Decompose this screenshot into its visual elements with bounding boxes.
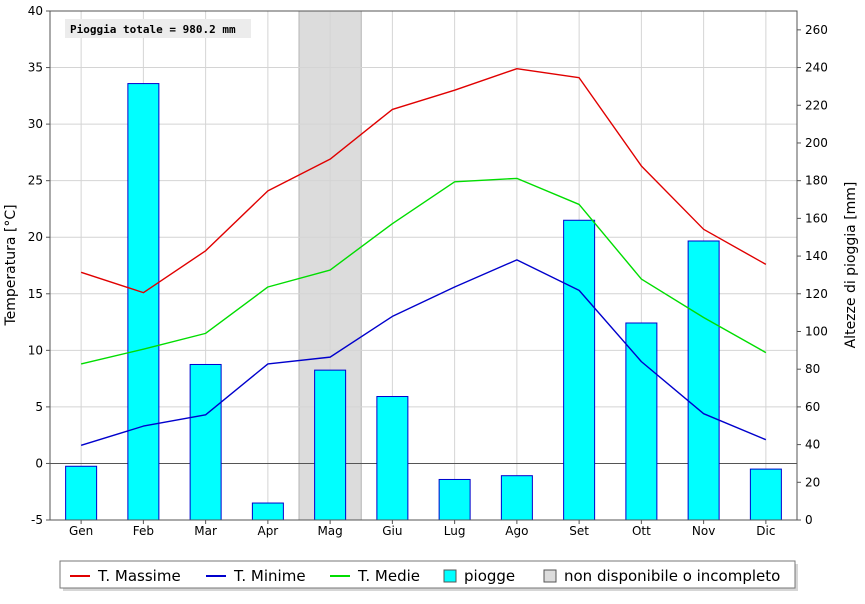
series-line	[80, 67, 767, 294]
y-tick-label-left: -5	[31, 513, 43, 527]
rain-bar	[500, 475, 533, 521]
rain-bar	[314, 369, 347, 521]
x-tick-label: Giu	[382, 524, 402, 538]
plot-frame	[49, 10, 798, 521]
y-tick-label-right: 240	[805, 61, 828, 75]
x-tick-label: Mar	[194, 524, 217, 538]
y-tick-label-left: 40	[28, 4, 43, 18]
y-tick-label-left: 5	[35, 400, 43, 414]
x-tick-label: Apr	[257, 524, 278, 538]
series-line	[80, 177, 767, 365]
y-axis-left-label: Temperatura [°C]	[3, 204, 19, 326]
x-tick-label: Mag	[317, 524, 342, 538]
legend-label: piogge	[464, 567, 515, 585]
legend-box-swatch	[543, 569, 557, 583]
x-tick-label: Ago	[505, 524, 528, 538]
y-tick-label-left: 30	[28, 117, 43, 131]
y-tick-label-right: 140	[805, 249, 828, 263]
x-tick-label: Ott	[632, 524, 651, 538]
legend: T. Massime T. Minime T. Medie piogge non dis…	[59, 560, 798, 591]
y-tick-label-left: 0	[35, 456, 43, 470]
y-tick-label-right: 0	[805, 513, 813, 527]
y-tick-label-right: 100	[805, 324, 828, 338]
y-tick-label-right: 200	[805, 136, 828, 150]
legend-label: T. Massime	[97, 567, 181, 585]
y-tick-label-right: 180	[805, 174, 828, 188]
x-tick-label: Set	[569, 524, 589, 538]
legend-label: non disponibile o incompleto	[564, 567, 780, 585]
series-line	[80, 259, 767, 447]
y-tick-label-left: 15	[28, 287, 43, 301]
y-tick-label-right: 80	[805, 362, 820, 376]
y-tick-label-right: 20	[805, 475, 820, 489]
rain-bar	[625, 322, 658, 521]
y-tick-label-right: 160	[805, 211, 828, 225]
rain-bar	[376, 396, 409, 521]
y-tick-label-right: 220	[805, 98, 828, 112]
legend-label: T. Medie	[357, 567, 420, 585]
x-tick-label: Nov	[692, 524, 715, 538]
annotation-text: Pioggia totale = 980.2 mm	[70, 23, 236, 36]
rain-bar	[749, 468, 782, 521]
legend-label: T. Minime	[233, 567, 306, 585]
legend-box	[59, 560, 796, 589]
x-tick-label: Feb	[133, 524, 154, 538]
y-tick-label-right: 40	[805, 438, 820, 452]
x-tick-label: Gen	[69, 524, 93, 538]
rain-bar	[65, 465, 98, 521]
y-tick-label-left: 10	[28, 343, 43, 357]
y-tick-label-right: 260	[805, 23, 828, 37]
y-axis-right-label: Altezze di pioggia [mm]	[843, 182, 859, 349]
rain-bar	[127, 83, 160, 521]
legend-box-swatch	[443, 569, 457, 583]
rain-bar	[438, 478, 471, 521]
x-tick-label: Dic	[756, 524, 775, 538]
y-tick-label-right: 60	[805, 400, 820, 414]
rain-bar	[251, 502, 284, 521]
y-tick-label-left: 35	[28, 61, 43, 75]
y-tick-label-left: 20	[28, 230, 43, 244]
y-tick-label-right: 120	[805, 287, 828, 301]
rain-bar	[189, 363, 222, 521]
rain-bar	[687, 240, 720, 521]
annotation-box	[65, 19, 251, 38]
y-tick-label-left: 25	[28, 174, 43, 188]
rain-bar	[563, 219, 596, 521]
x-tick-label: Lug	[444, 524, 466, 538]
